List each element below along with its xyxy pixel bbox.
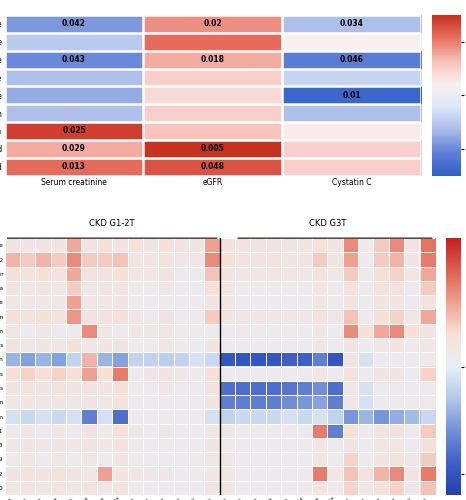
Text: 0.029: 0.029 (62, 144, 86, 154)
Text: CKD G1-2T: CKD G1-2T (89, 220, 135, 228)
Text: 0.01: 0.01 (343, 91, 361, 100)
Text: CKD G3T: CKD G3T (308, 220, 346, 228)
Text: 0.013: 0.013 (62, 162, 86, 171)
Text: 0.02: 0.02 (204, 20, 222, 28)
Text: 0.025: 0.025 (62, 126, 86, 136)
Text: 0.048: 0.048 (201, 162, 225, 171)
Text: 0.042: 0.042 (62, 20, 86, 28)
Text: 0.018: 0.018 (201, 55, 225, 64)
Text: 0.034: 0.034 (340, 20, 363, 28)
Text: 0.046: 0.046 (340, 55, 363, 64)
Text: 0.043: 0.043 (62, 55, 86, 64)
Text: 0.005: 0.005 (201, 144, 225, 154)
